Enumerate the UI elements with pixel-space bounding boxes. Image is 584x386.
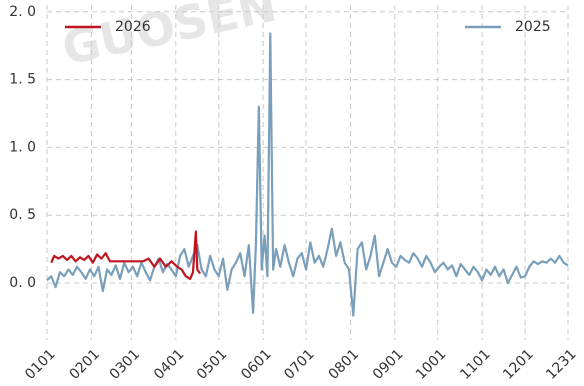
x-tick-label: 1231 (543, 346, 580, 383)
x-tick-label: 0301 (107, 346, 144, 383)
x-tick-label: 0101 (22, 346, 59, 383)
legend-label: 2025 (515, 19, 551, 35)
legend-label: 2026 (115, 19, 151, 35)
y-tick-label: 2. 0 (9, 4, 36, 20)
x-tick-label: 0901 (370, 346, 407, 383)
x-tick-label: 0701 (281, 346, 318, 383)
x-tick-label: 1201 (500, 346, 537, 383)
y-tick-label: 1. 0 (9, 139, 36, 155)
x-tick-label: 0401 (151, 346, 188, 383)
x-tick-label: 1101 (457, 346, 494, 383)
x-tick-label: 1001 (413, 346, 450, 383)
x-tick-label: 0601 (238, 346, 275, 383)
x-tick-label: 0201 (67, 346, 104, 383)
y-tick-label: 1. 5 (9, 72, 36, 88)
y-tick-label: 0. 0 (9, 275, 36, 291)
line-series (50, 230, 202, 281)
y-tick-label: 0. 5 (9, 207, 36, 223)
line-series (46, 32, 569, 317)
x-tick-label: 0801 (326, 346, 363, 383)
x-tick-label: 0501 (194, 346, 231, 383)
